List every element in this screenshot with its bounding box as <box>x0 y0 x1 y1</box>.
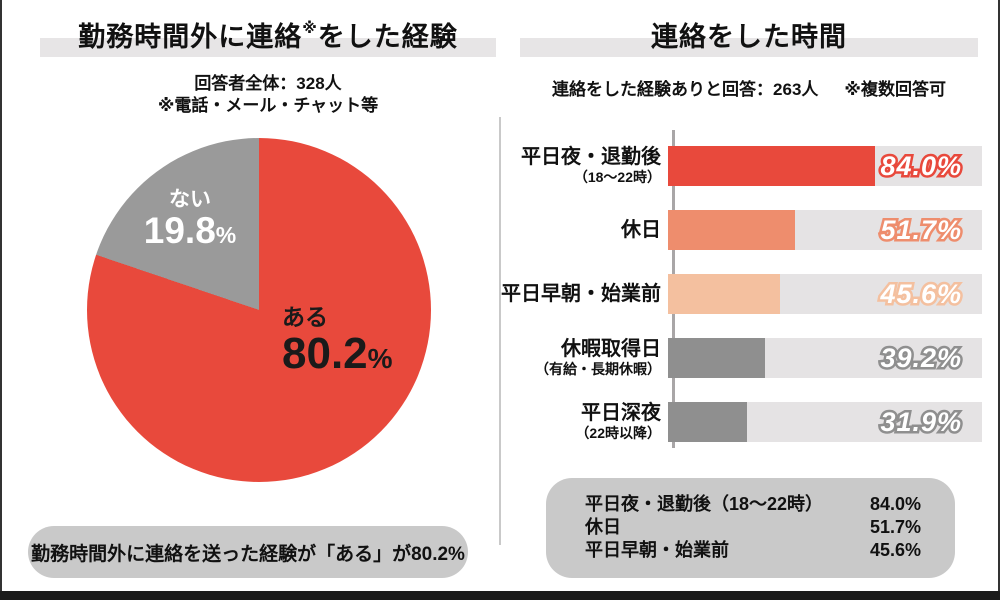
summary-label: 休日 <box>585 517 621 537</box>
left-subtitle: 回答者全体：328人 ※電話・メール・チャット等 <box>40 73 496 117</box>
summary-label: 平日早朝・始業前 <box>585 540 729 560</box>
summary-row: 平日夜・退勤後（18～22時） 84.0% <box>585 493 935 516</box>
bar-fill <box>668 274 781 314</box>
bar-value-label: 84.0% 84.0% <box>878 148 964 183</box>
bar-row-vacation-day: 休暇取得日 （有給・長期休暇） 39.2% 39.2% <box>505 338 982 378</box>
left-title-asterisk: ※ <box>302 20 318 37</box>
summary-value: 45.6% <box>870 540 922 560</box>
summary-row: 平日早朝・始業前 45.6% <box>585 539 935 562</box>
bar-value-label: 51.7% 51.7% <box>878 212 964 247</box>
multiple-answer-note: ※複数回答可 <box>844 80 946 99</box>
pie-slice-value: 80.2% <box>282 329 393 378</box>
bar-row-late-night: 平日深夜 （22時以降） 31.9% 31.9% <box>505 402 982 442</box>
right-subtitle: 連絡をした経験ありと回答：263人 ※複数回答可 <box>510 79 988 101</box>
left-panel-title: 勤務時間外に連絡※をした経験 <box>40 15 496 54</box>
bar-row-early-morning: 平日早朝・始業前 45.6% 45.6% <box>501 274 982 314</box>
summary-row: 休日 51.7% <box>585 516 935 539</box>
right-title-highlight <box>520 38 978 57</box>
bar-track: 39.2% 39.2% <box>668 338 982 378</box>
bar-category-label: 休日 <box>621 218 661 241</box>
bar-fill <box>668 338 765 378</box>
bar-row-weekday-evening: 平日夜・退勤後 （18～22時） 84.0% 84.0% <box>505 146 982 186</box>
left-conclusion-note: 勤務時間外に連絡を送った経験が「ある」が80.2% <box>28 526 468 578</box>
summary-label: 平日夜・退勤後（18～22時） <box>585 494 824 514</box>
bar-category-label: 平日早朝・始業前 <box>501 282 661 305</box>
bar-category-label: 平日深夜 （22時以降） <box>575 402 661 441</box>
bar-track: 51.7% 51.7% <box>668 210 982 250</box>
bar-fill <box>668 402 747 442</box>
left-border <box>0 0 2 600</box>
respondent-count: 回答者全体：328人 <box>194 74 342 93</box>
summary-value: 84.0% <box>870 494 922 514</box>
bar-value-label: 31.9% 31.9% <box>878 404 964 439</box>
panel-divider <box>499 117 501 545</box>
bar-category-label: 平日夜・退勤後 （18～22時） <box>521 146 661 185</box>
answered-count: 連絡をした経験ありと回答：263人 <box>552 80 819 99</box>
bar-category-label: 休暇取得日 （有給・長期休暇） <box>535 338 661 377</box>
bar-track: 84.0% 84.0% <box>668 146 982 186</box>
pie-slice-value: 19.8% <box>143 210 237 251</box>
pie-slice-name: ない <box>169 188 211 211</box>
left-title-text: 勤務時間外に連絡 <box>78 22 303 52</box>
summary-value: 51.7% <box>870 517 922 537</box>
bar-track: 45.6% 45.6% <box>668 274 982 314</box>
bar-fill <box>668 146 875 186</box>
bar-row-holiday: 休日 51.7% 51.7% <box>505 210 982 250</box>
pie-chart: ない 19.8% ある 80.2% <box>87 138 431 482</box>
bar-fill <box>668 210 796 250</box>
right-border <box>998 0 1000 600</box>
left-title-text-suffix: をした経験 <box>317 22 458 52</box>
bar-value-label: 39.2% 39.2% <box>878 340 964 375</box>
pie-slice-label-aru: ある 80.2% <box>282 304 393 381</box>
pie-slice-label-nai: ない 19.8% <box>129 188 251 254</box>
pie-slice-name: ある <box>282 304 328 330</box>
summary-box: 平日夜・退勤後（18～22時） 84.0% 休日 51.7% 平日早朝・始業前 … <box>546 478 955 578</box>
left-title-highlight <box>40 38 496 57</box>
contact-method-note: ※電話・メール・チャット等 <box>157 96 379 115</box>
bottom-bar <box>0 591 1000 600</box>
right-panel-title: 連絡をした時間 <box>651 22 847 52</box>
bar-track: 31.9% 31.9% <box>668 402 982 442</box>
bar-value-label: 45.6% 45.6% <box>878 276 964 311</box>
